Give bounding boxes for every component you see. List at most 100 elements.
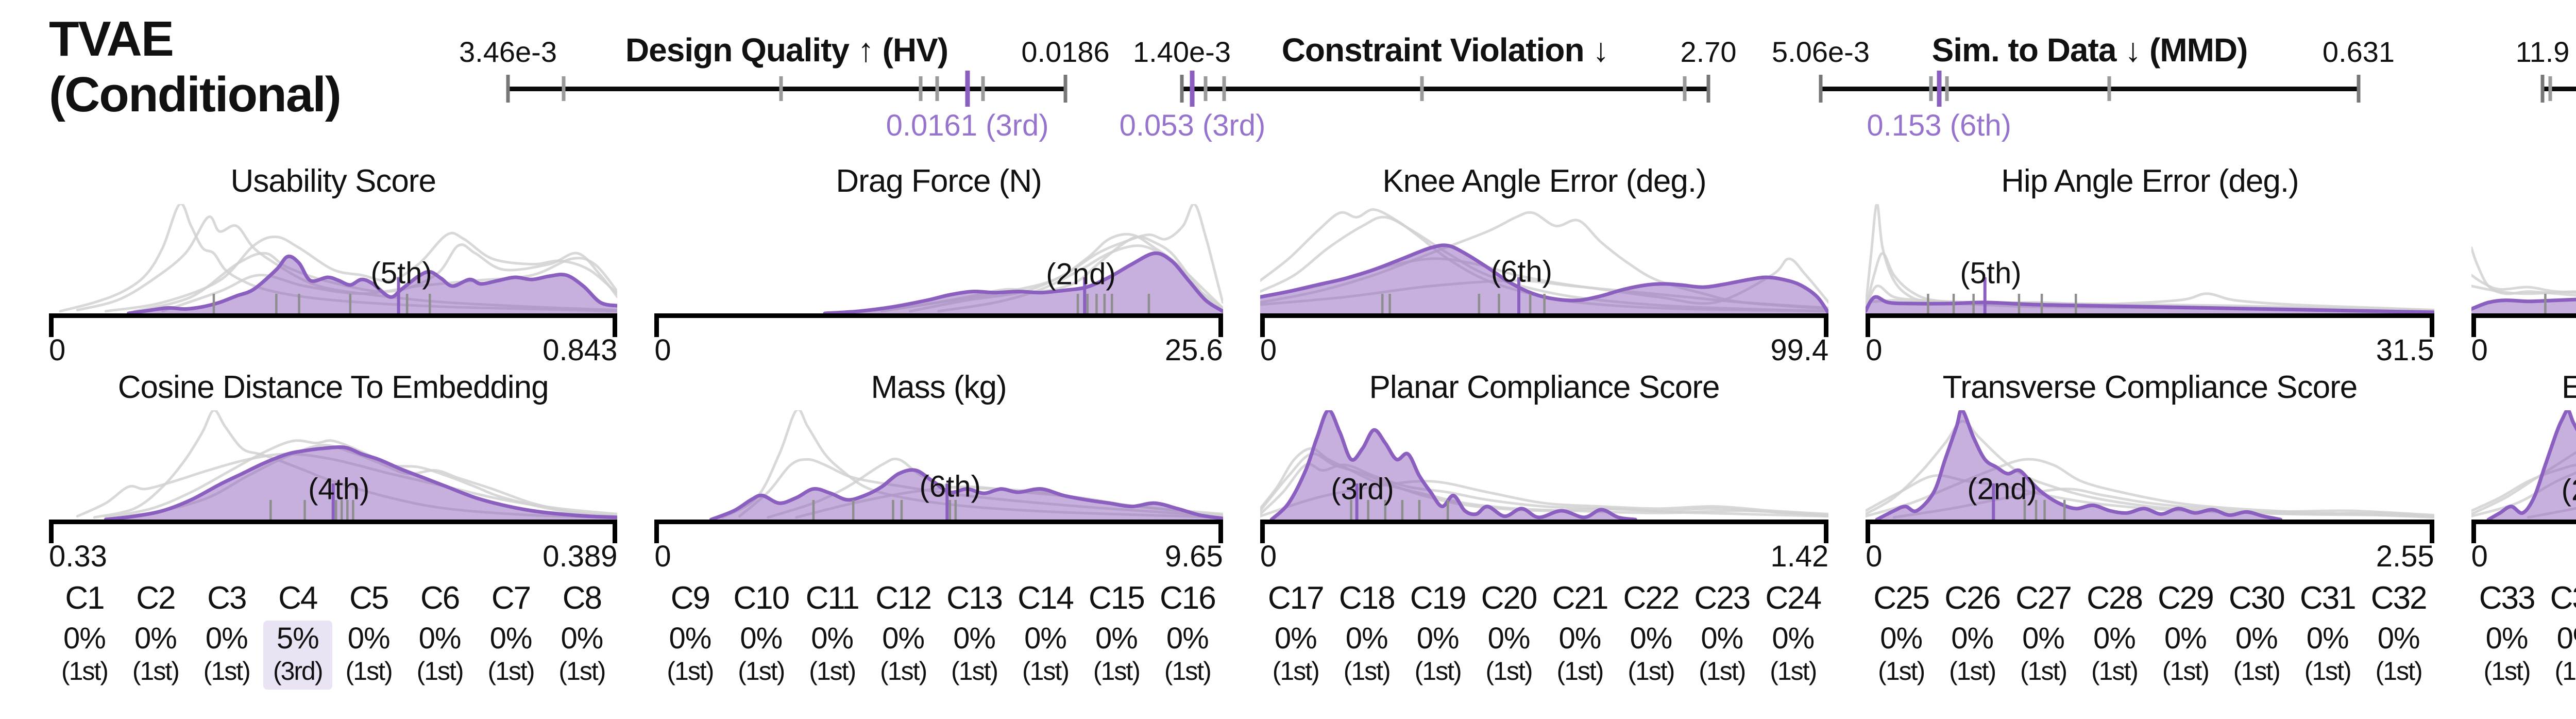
constraint-violation-percent: 0%: [1951, 622, 1994, 655]
constraint-rank: (1st): [1272, 657, 1320, 685]
constraint-violation-percent: 0%: [561, 622, 604, 655]
metric-gauge: 1.40e-3 Constraint Violation ↓ 2.70 0.05…: [1120, 0, 1750, 155]
constraint-violation-percent: 0%: [811, 622, 854, 655]
constraint-violation-percent: 0%: [882, 622, 925, 655]
constraint-cell: C25 0% (1st): [1866, 581, 1937, 690]
density-plot: Eccentric Compliance Score (2nd) 0 2.29: [2471, 369, 2576, 572]
metric-min-label: 1.40e-3: [1133, 36, 1231, 68]
constraint-cell: C5 0% (1st): [333, 581, 404, 690]
competitor-tick: [779, 76, 783, 101]
metric-min-label: 3.46e-3: [459, 36, 557, 68]
constraint-violation-percent: 0%: [2556, 622, 2576, 655]
constraint-name: C21: [1552, 580, 1609, 616]
x-axis-max-label: 9.65: [1164, 540, 1223, 573]
constraint-rank: (1st): [667, 657, 714, 685]
constraint-result-box: 0% (1st): [869, 621, 938, 690]
constraint-rank: (1st): [880, 657, 927, 685]
x-axis: [1260, 520, 1829, 543]
constraint-violation-percent: 0%: [1024, 622, 1067, 655]
constraint-rank: (1st): [558, 657, 606, 685]
constraint-violation-percent: 0%: [347, 622, 391, 655]
competitor-tick: [1222, 76, 1226, 101]
density-plot-title: Planar Compliance Score: [1369, 370, 1720, 405]
density-plot-title: Hip Angle Error (deg.): [2001, 163, 2299, 199]
model-value-tick: [1190, 71, 1195, 107]
competitor-density-curve: [2471, 286, 2576, 311]
kde-canvas: [2471, 410, 2576, 520]
metric-title: Design Quality ↑ (HV): [625, 31, 948, 69]
model-value-tick: [1937, 71, 1942, 107]
competitor-tick: [935, 76, 939, 101]
model-title-line1: TVAE: [49, 11, 174, 66]
constraint-rank: (1st): [2162, 657, 2210, 685]
model-density-curve: [711, 470, 1223, 520]
density-plot: Transverse Compliance Score (2nd) 0 2.55: [1866, 369, 2435, 572]
constraint-name: C22: [1623, 580, 1680, 616]
x-axis-min-label: 0: [654, 540, 671, 573]
constraint-cell: C4 5% (3rd): [262, 581, 333, 690]
constraint-rank: (1st): [738, 657, 785, 685]
competitor-density-curve: [2471, 275, 2576, 310]
model-density-curve: [2471, 295, 2576, 310]
constraint-cell: C27 0% (1st): [2008, 581, 2079, 690]
constraint-cell: C15 0% (1st): [1081, 581, 1152, 690]
competitor-tick: [2107, 76, 2111, 101]
constraint-rank: (1st): [2020, 657, 2067, 685]
x-axis: [1260, 313, 1829, 337]
x-axis-labels: 0 1.42: [1260, 542, 1828, 572]
constraint-cell: C28 0% (1st): [2079, 581, 2150, 690]
constraint-rank: (3rd): [273, 657, 324, 685]
constraint-violation-percent: 0%: [1166, 622, 1209, 655]
constraint-rank: (1st): [61, 657, 109, 685]
competitor-tick: [1204, 76, 1208, 101]
density-plot-title: Cosine Distance To Embedding: [117, 370, 549, 405]
constraint-name: C31: [2299, 580, 2357, 616]
x-axis-labels: 0 25.6: [654, 336, 1223, 365]
metric-max-label: 0.0186: [1021, 36, 1110, 68]
constraint-result-box: 0% (1st): [121, 621, 190, 690]
constraint-rank: (1st): [2304, 657, 2352, 685]
metric-value-label: 0.053 (3rd): [1119, 109, 1266, 142]
constraint-cell: C9 0% (1st): [654, 581, 725, 690]
scale-end-cap: [1063, 75, 1067, 103]
density-plot: Arm Angle Error (deg.) (8th) 0 28.5: [2471, 163, 2576, 365]
constraint-result-box: 0% (1st): [1153, 621, 1222, 690]
constraint-rank: (1st): [1093, 657, 1141, 685]
constraint-violation-percent: 0%: [1416, 622, 1460, 655]
constraint-rank: (1st): [1770, 657, 1817, 685]
constraint-rank: (1st): [2375, 657, 2423, 685]
kde-canvas: [2471, 204, 2576, 313]
x-axis-max-label: 0.389: [543, 540, 618, 573]
x-axis-min-label: 0: [1260, 540, 1277, 573]
constraint-violation-percent: 0%: [418, 622, 462, 655]
model-density-curve: [106, 447, 617, 520]
constraint-result-box: 0% (1st): [2151, 621, 2220, 690]
constraint-rank: (1st): [2483, 657, 2531, 685]
density-plot-rank-annotation: (6th): [1490, 255, 1553, 289]
density-plot-area: (3rd): [1260, 410, 1828, 520]
constraint-group: C33 0% (1st) C34 0% (1st) C35 0% (1st) C…: [2471, 581, 2576, 690]
constraint-name: C26: [1944, 580, 2001, 616]
constraint-result-box: 0% (1st): [2544, 621, 2576, 690]
model-density-curve: [2488, 410, 2576, 520]
constraint-table: C1 0% (1st) C2 0% (1st) C3 0% (1st) C4 5…: [49, 581, 2576, 690]
constraint-violation-percent: 0%: [134, 622, 177, 655]
competitor-density-curve: [106, 441, 617, 517]
constraint-name: C25: [1873, 580, 1930, 616]
constraint-rank: (1st): [951, 657, 998, 685]
constraint-result-box: 0% (1st): [2009, 621, 2078, 690]
model-density-curve: [825, 253, 1223, 313]
constraint-result-box: 0% (1st): [2364, 621, 2433, 690]
model-density-curve: [1866, 297, 2434, 312]
constraint-name: C32: [2370, 580, 2428, 616]
x-axis: [1866, 520, 2435, 543]
constraint-violation-percent: 0%: [2377, 622, 2420, 655]
constraint-rank: (1st): [1628, 657, 1675, 685]
constraint-name: C7: [491, 580, 531, 616]
constraint-result-box: 0% (1st): [477, 621, 546, 690]
constraint-violation-percent: 0%: [740, 622, 783, 655]
density-plot-rank-annotation: (6th): [919, 470, 981, 504]
constraint-result-box: 0% (1st): [1261, 621, 1330, 690]
metric-gauge: 11.9 Diversity ↓ (DPP) 15.0 13.6 (5th): [2501, 0, 2576, 155]
density-plot-title: Usability Score: [230, 163, 436, 199]
